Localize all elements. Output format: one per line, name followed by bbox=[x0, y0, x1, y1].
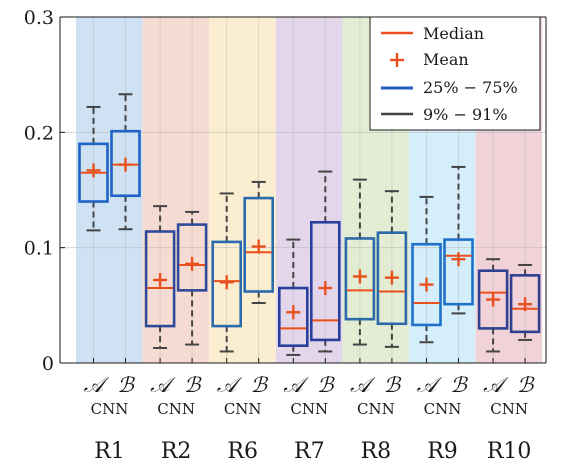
method-label-r8-b: ℬ bbox=[384, 373, 402, 397]
iqr-box-r8-b bbox=[376, 231, 408, 326]
cnn-label-r10: CNN bbox=[490, 400, 528, 418]
region-bg-r7 bbox=[275, 17, 343, 363]
method-label-r1-a: 𝒜 bbox=[84, 373, 110, 397]
box-r2-b bbox=[176, 210, 208, 346]
region-label-r7: R7 bbox=[294, 439, 325, 464]
method-label-r6-b: ℬ bbox=[250, 373, 268, 397]
box-r8-a bbox=[344, 178, 376, 346]
iqr-box-r7-a bbox=[277, 286, 309, 347]
box-r7-b bbox=[309, 170, 341, 353]
legend-frame bbox=[369, 16, 541, 131]
method-label-r10-b: ℬ bbox=[517, 373, 535, 397]
iqr-box-r1-b bbox=[110, 129, 141, 198]
legend-mean-label: Mean bbox=[423, 50, 469, 69]
region-label-r6: R6 bbox=[227, 439, 258, 464]
y-tick-label-1: 0.1 bbox=[24, 238, 54, 260]
y-tick-label-0: 0 bbox=[42, 353, 54, 375]
cnn-label-r9: CNN bbox=[424, 400, 462, 418]
box-r9-b bbox=[443, 165, 474, 315]
region-label-r1: R1 bbox=[94, 439, 125, 464]
method-label-r8-a: 𝒜 bbox=[350, 373, 376, 397]
iqr-box-r6-a bbox=[211, 240, 242, 328]
box-r1-a bbox=[78, 105, 109, 232]
method-label-r9-b: ℬ bbox=[450, 373, 468, 397]
legend-whisker-label: 9% − 91% bbox=[423, 105, 508, 124]
region-label-r2: R2 bbox=[161, 439, 192, 464]
cnn-label-r7: CNN bbox=[290, 400, 328, 418]
cnn-label-r6: CNN bbox=[224, 400, 262, 418]
iqr-box-r7-b bbox=[309, 220, 341, 342]
region-label-r8: R8 bbox=[361, 439, 392, 464]
iqr-box-r8-a bbox=[344, 237, 376, 321]
region-bg-r1 bbox=[76, 17, 143, 363]
box-plots bbox=[78, 93, 541, 356]
iqr-box-r2-b bbox=[176, 223, 208, 292]
box-r7-a bbox=[277, 238, 309, 356]
region-bg-r2 bbox=[142, 17, 210, 363]
region-label-r9: R9 bbox=[427, 439, 458, 464]
region-bg-r6 bbox=[209, 17, 276, 363]
box-r2-a bbox=[144, 205, 176, 350]
method-label-r9-a: 𝒜 bbox=[417, 373, 443, 397]
cnn-label-r1: CNN bbox=[91, 400, 129, 418]
method-label-r7-a: 𝒜 bbox=[283, 373, 309, 397]
iqr-box-r6-b bbox=[243, 196, 274, 293]
region-label-r10: R10 bbox=[487, 439, 532, 464]
box-r9-a bbox=[411, 195, 442, 344]
region-backgrounds bbox=[76, 17, 543, 363]
method-label-r7-b: ℬ bbox=[317, 373, 335, 397]
method-label-r6-a: 𝒜 bbox=[217, 373, 243, 397]
iqr-box-r10-a bbox=[477, 269, 509, 330]
box-r10-a bbox=[477, 258, 509, 353]
y-tick-label-2: 0.2 bbox=[24, 122, 54, 144]
box-r1-b bbox=[110, 93, 141, 231]
box-r8-b bbox=[376, 190, 408, 348]
method-label-r2-b: ℬ bbox=[184, 373, 202, 397]
iqr-box-r2-a bbox=[144, 230, 176, 328]
box-r10-b bbox=[509, 263, 541, 341]
legend-median-label: Median bbox=[423, 24, 484, 43]
iqr-box-r9-a bbox=[411, 242, 442, 327]
y-tick-label-3: 0.3 bbox=[24, 7, 54, 29]
iqr-box-r1-a bbox=[78, 142, 109, 203]
iqr-box-r10-b bbox=[509, 274, 541, 334]
iqr-box-r9-b bbox=[443, 238, 474, 306]
method-label-r10-a: 𝒜 bbox=[483, 373, 509, 397]
cnn-label-r2: CNN bbox=[157, 400, 195, 418]
cnn-label-r8: CNN bbox=[357, 400, 395, 418]
legend-iqr-label: 25% − 75% bbox=[423, 78, 518, 97]
box-r6-a bbox=[211, 192, 242, 353]
method-label-r2-a: 𝒜 bbox=[150, 373, 176, 397]
box-r6-b bbox=[243, 180, 274, 305]
legend: Median Mean 25% − 75% 9% − 91% bbox=[369, 16, 541, 131]
method-label-r1-b: ℬ bbox=[117, 373, 135, 397]
